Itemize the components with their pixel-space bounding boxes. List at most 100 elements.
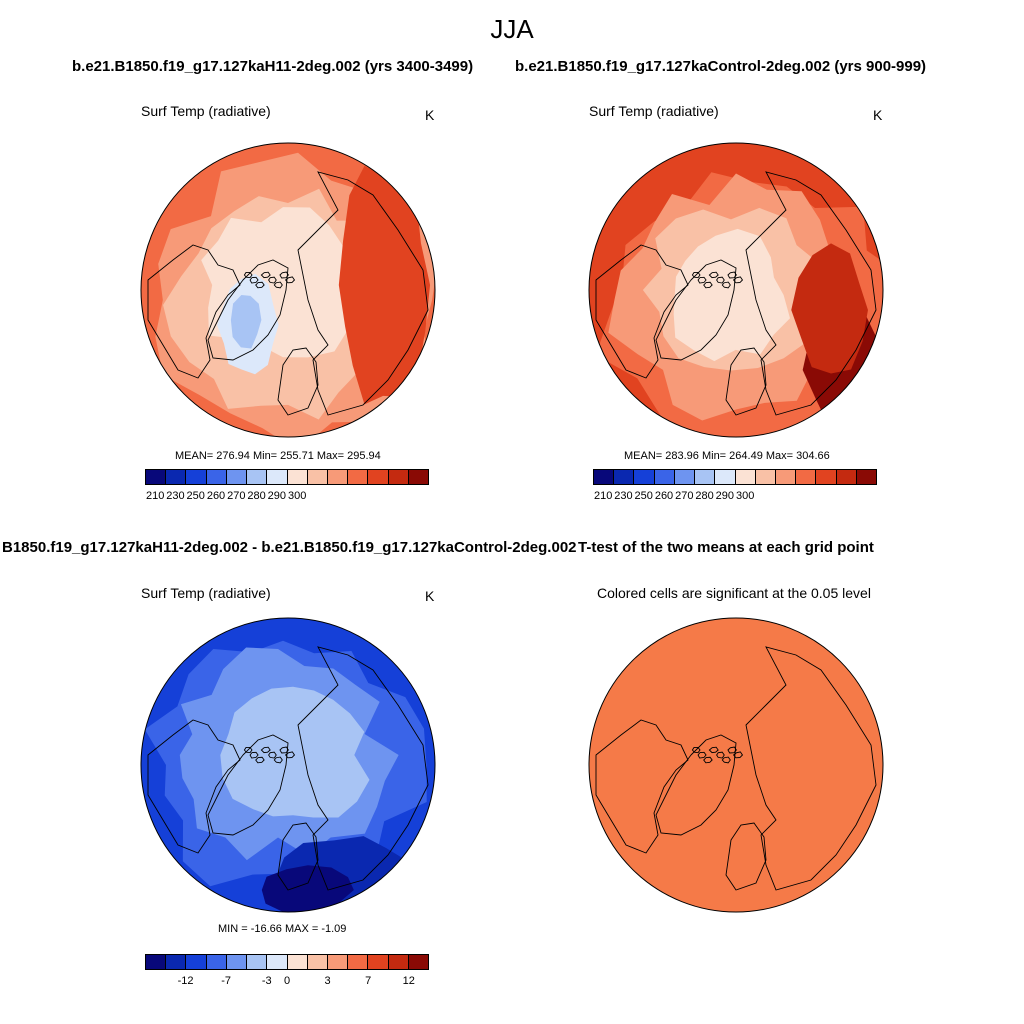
panel3-stats: MIN = -16.66 MAX = -1.09 <box>218 923 347 935</box>
panel1-variable-label: Surf Temp (radiative) <box>141 103 271 119</box>
colorbar-swatch <box>267 955 288 969</box>
colorbar-tick-label: 210 <box>593 490 613 502</box>
colorbar-swatch <box>594 470 615 484</box>
colorbar-swatch <box>796 470 817 484</box>
colorbar-swatch <box>307 470 328 484</box>
coastline-map1 <box>147 171 429 416</box>
colorbar-tick-label: 230 <box>166 490 185 502</box>
colorbar-swatch <box>674 470 696 484</box>
coastline <box>703 756 713 764</box>
field-region <box>261 865 354 912</box>
coastline <box>691 271 701 279</box>
coastline <box>273 756 283 764</box>
coastline-map2 <box>595 171 877 416</box>
panel1-stats: MEAN= 276.94 Min= 255.71 Max= 295.94 <box>175 450 381 462</box>
colorbar-swatch <box>186 955 207 969</box>
colorbar-swatch <box>408 470 429 484</box>
colorbar-tick-label: 210 <box>145 490 165 502</box>
coastline <box>249 276 259 284</box>
coastline <box>147 719 241 854</box>
colorbar-swatch <box>146 470 167 484</box>
map3-boundary <box>140 617 436 913</box>
map2-boundary <box>588 142 884 438</box>
colorbar-swatch <box>247 470 268 484</box>
colorbar-swatch <box>146 955 167 969</box>
coastline <box>732 276 744 284</box>
coastline <box>255 281 265 289</box>
colorbar-swatch <box>267 470 288 484</box>
colorbar-swatch <box>166 955 187 969</box>
coastline <box>725 347 767 416</box>
colorbar-control <box>593 469 877 485</box>
panel-header-difference: B1850.f19_g17.127kaH11-2deg.002 - b.e21.… <box>2 539 577 556</box>
coastline <box>745 646 877 891</box>
coastline <box>716 276 725 284</box>
colorbar-swatch <box>654 470 675 484</box>
colorbar-tick-label: 250 <box>186 490 205 502</box>
coastline <box>716 751 725 759</box>
colorbar-swatch <box>368 470 389 484</box>
colorbar-tick-label: 260 <box>206 490 226 502</box>
coastline <box>697 276 707 284</box>
colorbar-tick-label: 250 <box>634 490 653 502</box>
colorbar-tick-label: 7 <box>365 975 372 987</box>
colorbar-tick-label: -3 <box>261 975 272 987</box>
coastline <box>284 751 296 759</box>
coastline-map3 <box>147 646 429 891</box>
colorbar-tick-label: 300 <box>735 490 755 502</box>
colorbar-swatch <box>206 955 227 969</box>
colorbar-tick-label: 12 <box>402 975 415 987</box>
coastline <box>297 171 429 416</box>
colorbar-h11-ticks: 210 230 250 260 270 280 290 300 <box>145 490 429 504</box>
field-region <box>220 686 370 818</box>
colorbar-swatch <box>348 470 369 484</box>
field-region <box>673 228 791 362</box>
coastline <box>260 271 271 279</box>
map-h11-surface-temperature <box>141 143 435 437</box>
coastline <box>732 751 744 759</box>
coastline-map4 <box>595 646 877 891</box>
coastline <box>721 281 731 289</box>
figure-title: JJA <box>490 14 534 44</box>
colorbar-swatch <box>186 470 207 484</box>
colorbar-tick-label: 230 <box>614 490 633 502</box>
panel1-units-label: K <box>425 107 435 123</box>
coastline <box>260 746 271 754</box>
colorbar-swatch <box>307 955 328 969</box>
colorbar-swatch <box>695 470 716 484</box>
colorbar-swatch <box>247 955 268 969</box>
panel3-units-label: K <box>425 588 435 604</box>
colorbar-swatch <box>816 470 837 484</box>
coastline <box>691 746 701 754</box>
colorbar-tick-label: -7 <box>221 975 232 987</box>
coastline <box>655 259 737 361</box>
panel-header-h11: b.e21.B1850.f19_g17.127kaH11-2deg.002 (y… <box>72 58 474 75</box>
coastline <box>277 347 319 416</box>
coastline <box>703 281 713 289</box>
coastline <box>595 719 689 854</box>
coastline <box>727 271 737 279</box>
coastline <box>655 734 737 836</box>
coastline <box>268 276 277 284</box>
colorbar-swatch <box>715 470 736 484</box>
colorbar-tick-label: 3 <box>324 975 331 987</box>
colorbar-swatch <box>327 955 349 969</box>
colorbar-swatch <box>327 470 349 484</box>
coastline <box>727 746 737 754</box>
colorbar-swatch <box>348 955 369 969</box>
coastline <box>279 271 289 279</box>
coastline <box>708 271 719 279</box>
colorbar-tick-label: 300 <box>287 490 307 502</box>
coastline <box>284 276 296 284</box>
coastline <box>745 171 877 416</box>
colorbar-tick-label: 280 <box>247 490 266 502</box>
panel4-significance-label: Colored cells are significant at the 0.0… <box>597 585 871 601</box>
coastline <box>207 259 289 361</box>
colorbar-tick-label: 0 <box>283 975 291 987</box>
map-ttest-significance <box>589 618 883 912</box>
colorbar-swatch <box>226 955 248 969</box>
colorbar-swatch <box>388 470 409 484</box>
panel2-stats: MEAN= 283.96 Min= 264.49 Max= 304.66 <box>624 450 830 462</box>
coastline <box>297 646 429 891</box>
